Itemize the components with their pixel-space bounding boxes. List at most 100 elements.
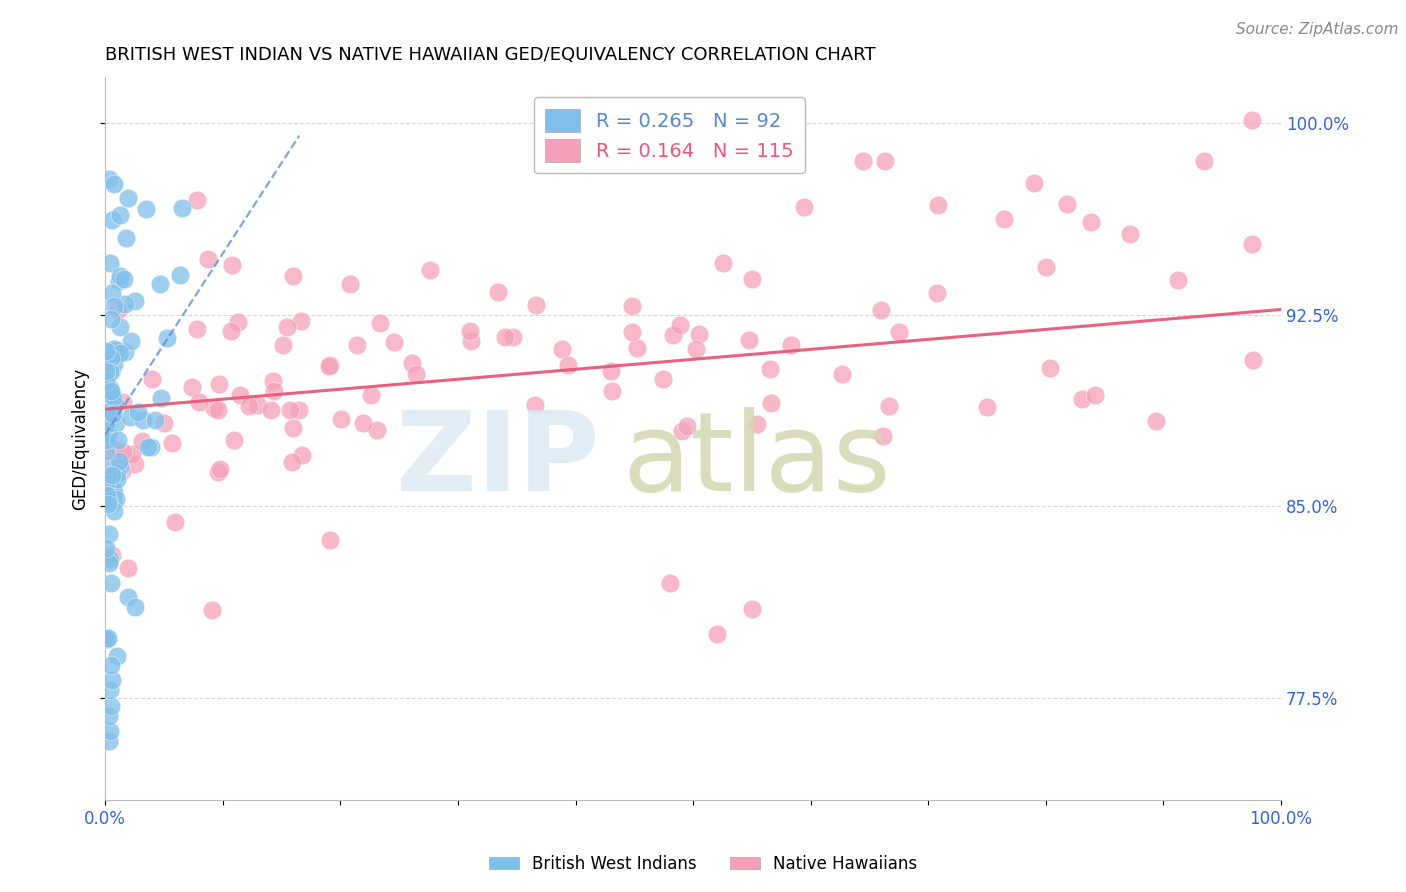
Point <box>101 407 124 421</box>
Point <box>98 556 121 570</box>
Point <box>621 299 644 313</box>
Point <box>197 252 219 267</box>
Point <box>105 472 128 486</box>
Point <box>101 495 124 509</box>
Point <box>186 193 208 207</box>
Point <box>1056 197 1078 211</box>
Point <box>281 421 304 435</box>
Point <box>107 434 129 448</box>
Point <box>96 405 118 419</box>
Point <box>339 277 361 292</box>
Point <box>108 268 131 283</box>
Point <box>287 403 309 417</box>
Point <box>599 364 621 378</box>
Point <box>110 459 132 474</box>
Point <box>98 494 121 508</box>
Point <box>98 413 121 427</box>
Point <box>486 285 509 299</box>
Point <box>290 314 312 328</box>
Point <box>550 342 572 356</box>
Point <box>100 657 122 672</box>
Point <box>276 320 298 334</box>
Point <box>100 576 122 591</box>
Point <box>101 213 124 227</box>
Point <box>100 311 122 326</box>
Point <box>101 387 124 401</box>
Point <box>460 334 482 349</box>
Point <box>97 428 120 442</box>
Point <box>105 343 128 357</box>
Point <box>620 326 643 340</box>
Point <box>103 504 125 518</box>
Point <box>97 172 120 186</box>
Point <box>111 395 134 409</box>
Point <box>1167 273 1189 287</box>
Point <box>156 331 179 345</box>
Point <box>117 191 139 205</box>
Point <box>117 591 139 605</box>
Text: BRITISH WEST INDIAN VS NATIVE HAWAIIAN GED/EQUIVALENCY CORRELATION CHART: BRITISH WEST INDIAN VS NATIVE HAWAIIAN G… <box>105 46 876 64</box>
Point <box>97 709 120 723</box>
Point <box>976 401 998 415</box>
Point <box>149 277 172 292</box>
Point <box>352 416 374 430</box>
Point <box>98 256 121 270</box>
Point <box>108 346 131 360</box>
Point <box>115 231 138 245</box>
Point <box>143 413 166 427</box>
Point <box>870 303 893 318</box>
Point <box>97 734 120 748</box>
Point <box>96 488 118 502</box>
Point <box>676 419 699 434</box>
Point <box>419 262 441 277</box>
Point <box>1192 154 1215 169</box>
Point <box>120 334 142 348</box>
Point <box>759 396 782 410</box>
Point <box>104 443 127 458</box>
Point <box>135 202 157 217</box>
Point <box>281 455 304 469</box>
Point <box>124 600 146 615</box>
Point <box>202 401 225 416</box>
Point <box>117 561 139 575</box>
Point <box>273 338 295 352</box>
Point <box>188 394 211 409</box>
Point <box>278 403 301 417</box>
Point <box>260 403 283 417</box>
Point <box>1241 353 1264 368</box>
Point <box>103 342 125 356</box>
Point <box>405 367 427 381</box>
Point <box>1084 388 1107 402</box>
Text: ZIP: ZIP <box>395 407 599 514</box>
Point <box>382 335 405 350</box>
Legend: British West Indians, Native Hawaiians: British West Indians, Native Hawaiians <box>482 848 924 880</box>
Point <box>246 398 269 412</box>
Point <box>96 632 118 647</box>
Point <box>1144 413 1167 427</box>
Point <box>1024 177 1046 191</box>
Point <box>100 365 122 379</box>
Point <box>219 324 242 338</box>
Point <box>290 448 312 462</box>
Point <box>366 424 388 438</box>
Point <box>100 286 122 301</box>
Point <box>181 380 204 394</box>
Point <box>104 491 127 506</box>
Point <box>329 412 352 426</box>
Point <box>713 256 735 270</box>
Point <box>741 271 763 285</box>
Y-axis label: GED/Equivalency: GED/Equivalency <box>72 368 89 509</box>
Point <box>97 631 120 645</box>
Point <box>100 698 122 713</box>
Point <box>201 603 224 617</box>
Point <box>669 318 692 333</box>
Point <box>877 399 900 413</box>
Point <box>107 303 129 318</box>
Point <box>103 357 125 371</box>
Point <box>1039 360 1062 375</box>
Point <box>124 458 146 472</box>
Point <box>98 551 121 566</box>
Point <box>927 286 949 301</box>
Point <box>108 275 131 289</box>
Point <box>169 268 191 282</box>
